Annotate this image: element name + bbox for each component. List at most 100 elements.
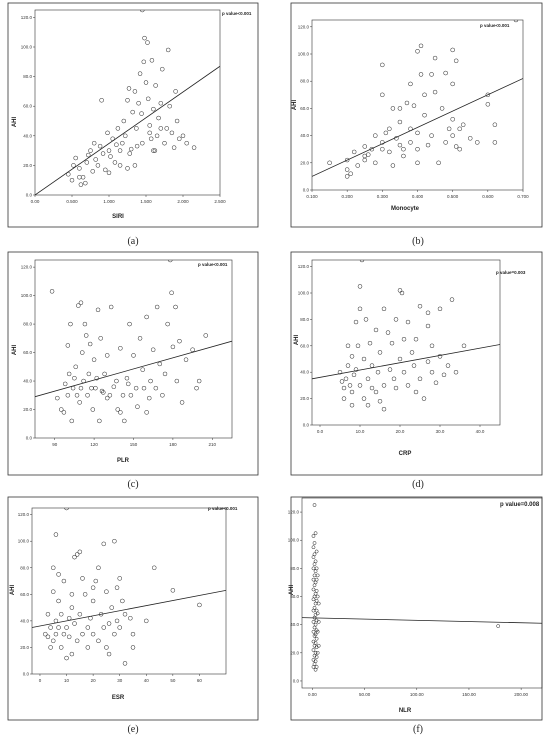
data-point bbox=[158, 100, 164, 106]
data-point bbox=[496, 624, 501, 628]
y-tick-label: 120.0 bbox=[298, 264, 310, 269]
data-point bbox=[108, 304, 114, 310]
data-point bbox=[450, 133, 455, 138]
data-point bbox=[133, 385, 139, 391]
y-tick-label: 0.0 bbox=[303, 423, 310, 428]
y-tick-label: 120.0 bbox=[18, 512, 30, 517]
data-point bbox=[190, 347, 195, 352]
data-point bbox=[355, 163, 360, 168]
x-tick-label: 0 bbox=[39, 678, 42, 683]
fit-line bbox=[302, 617, 542, 624]
data-point bbox=[453, 369, 459, 375]
y-tick-label: 40.0 bbox=[300, 133, 309, 138]
data-point bbox=[375, 369, 381, 375]
data-point bbox=[122, 661, 128, 666]
data-point bbox=[150, 347, 156, 352]
data-point bbox=[347, 383, 353, 388]
x-axis-label: ESR bbox=[112, 695, 125, 701]
data-point bbox=[122, 611, 128, 617]
y-tick-label: 100.0 bbox=[298, 291, 310, 296]
data-point bbox=[139, 111, 144, 116]
y-tick-label: 20.0 bbox=[20, 645, 29, 650]
y-tick-label: 0.0 bbox=[293, 678, 300, 683]
data-point bbox=[149, 58, 155, 63]
p-value-annotation: p value<0.001 bbox=[222, 11, 252, 16]
data-point bbox=[401, 336, 407, 342]
data-point bbox=[393, 385, 399, 391]
x-tick-label: 150 bbox=[130, 442, 138, 447]
data-point bbox=[147, 395, 152, 401]
panel-caption: (f) bbox=[413, 724, 423, 735]
data-point bbox=[58, 611, 64, 617]
data-point bbox=[313, 650, 318, 655]
data-point bbox=[134, 126, 139, 131]
data-point bbox=[107, 393, 113, 398]
data-point bbox=[341, 396, 347, 401]
data-point bbox=[114, 378, 119, 384]
data-point bbox=[401, 146, 406, 152]
data-point bbox=[101, 625, 107, 630]
data-point bbox=[156, 115, 161, 121]
data-point bbox=[56, 598, 61, 604]
data-point bbox=[80, 174, 86, 180]
x-tick-label: 20.0 bbox=[396, 429, 405, 434]
y-tick-label: 80.0 bbox=[300, 317, 309, 322]
data-point bbox=[112, 631, 117, 637]
data-point bbox=[94, 375, 99, 381]
data-point bbox=[68, 321, 73, 327]
data-points bbox=[337, 260, 467, 412]
x-tick-label: 1.000 bbox=[103, 199, 115, 204]
panel-caption: (d) bbox=[412, 479, 424, 490]
data-point bbox=[48, 625, 53, 630]
y-tick-label: 100.0 bbox=[18, 539, 30, 544]
data-point bbox=[158, 126, 164, 131]
data-point bbox=[373, 160, 378, 166]
y-tick-label: 40.0 bbox=[20, 618, 29, 623]
data-point bbox=[104, 645, 109, 650]
data-point bbox=[143, 80, 149, 85]
data-point bbox=[62, 381, 68, 387]
data-point bbox=[380, 146, 385, 152]
data-point bbox=[117, 625, 122, 630]
x-tick-label: 2.000 bbox=[177, 199, 189, 204]
y-tick-label: 120.0 bbox=[21, 15, 33, 20]
x-tick-label: 180 bbox=[169, 442, 177, 447]
data-point bbox=[124, 375, 130, 381]
x-tick-label: 0.600 bbox=[482, 194, 494, 199]
y-axis-label: AHI bbox=[289, 585, 295, 596]
data-point bbox=[152, 148, 158, 153]
data-point bbox=[93, 578, 99, 584]
data-point bbox=[65, 393, 71, 398]
data-point bbox=[391, 376, 397, 382]
data-points bbox=[327, 20, 519, 179]
data-point bbox=[90, 407, 96, 412]
y-tick-label: 100.0 bbox=[21, 45, 33, 50]
data-point bbox=[90, 631, 96, 637]
panel-caption: (a) bbox=[127, 236, 138, 247]
data-point bbox=[61, 631, 67, 637]
data-point bbox=[130, 109, 135, 115]
x-tick-label: 200.00 bbox=[514, 692, 528, 697]
data-point bbox=[170, 344, 176, 350]
data-point bbox=[114, 618, 120, 624]
data-point bbox=[64, 625, 69, 630]
x-tick-label: 150.00 bbox=[462, 692, 476, 697]
data-point bbox=[154, 133, 160, 139]
data-point bbox=[90, 598, 96, 604]
data-point bbox=[417, 376, 423, 382]
data-point bbox=[313, 559, 318, 564]
data-point bbox=[167, 103, 172, 109]
data-point bbox=[314, 589, 319, 593]
y-tick-label: 0.0 bbox=[26, 436, 33, 441]
data-point bbox=[180, 133, 186, 139]
data-point bbox=[154, 304, 160, 310]
data-point bbox=[425, 323, 431, 329]
panel-d: 0.0 20.0 40.0 60.0 80.0 100.0 120.0 0.0 10.0 20.0… bbox=[290, 251, 543, 490]
data-point bbox=[411, 363, 417, 368]
data-point bbox=[421, 396, 427, 401]
x-tick-label: 40 bbox=[144, 678, 150, 683]
data-point bbox=[315, 594, 320, 599]
data-point bbox=[177, 136, 182, 142]
data-point bbox=[82, 592, 88, 597]
data-point bbox=[72, 554, 77, 560]
